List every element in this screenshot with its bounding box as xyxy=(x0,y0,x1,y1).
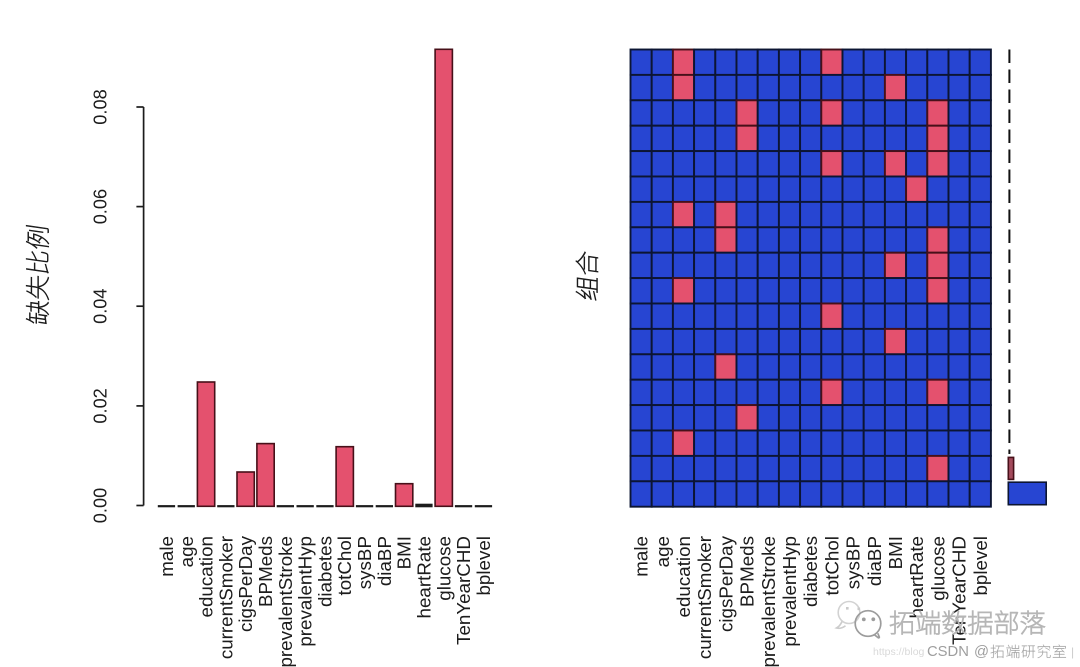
svg-text:totChol: totChol xyxy=(334,536,355,596)
svg-text:prevalentHyp: prevalentHyp xyxy=(295,536,316,647)
svg-text:BPMeds: BPMeds xyxy=(737,536,758,607)
svg-text:currentSmoker: currentSmoker xyxy=(215,536,236,659)
svg-text:0.00: 0.00 xyxy=(90,488,110,523)
svg-text:totChol: totChol xyxy=(821,536,842,596)
svg-text:0.04: 0.04 xyxy=(90,288,110,323)
svg-text:cigsPerDay: cigsPerDay xyxy=(235,535,256,632)
svg-text:currentSmoker: currentSmoker xyxy=(694,536,715,659)
svg-text:0.06: 0.06 xyxy=(90,189,110,224)
svg-text:bplevel: bplevel xyxy=(473,536,494,596)
svg-text:prevalentStroke: prevalentStroke xyxy=(275,536,296,667)
svg-text:diaBP: diaBP xyxy=(374,536,395,586)
svg-text:|: | xyxy=(1071,645,1074,659)
svg-text:https://blog: https://blog xyxy=(873,646,925,658)
svg-text:education: education xyxy=(673,536,694,617)
svg-text:heartRate: heartRate xyxy=(414,536,435,618)
svg-text:TenYearCHD: TenYearCHD xyxy=(949,536,970,645)
svg-text:TenYearCHD: TenYearCHD xyxy=(453,536,474,645)
svg-text:sysBP: sysBP xyxy=(843,536,864,589)
svg-text:age: age xyxy=(176,536,197,567)
svg-text:cigsPerDay: cigsPerDay xyxy=(715,535,736,632)
svg-text:education: education xyxy=(196,536,217,617)
svg-text:BMI: BMI xyxy=(394,536,415,569)
svg-text:bplevel: bplevel xyxy=(970,536,991,596)
svg-text:male: male xyxy=(631,536,652,577)
svg-text:heartRate: heartRate xyxy=(906,536,927,618)
svg-text:prevalentHyp: prevalentHyp xyxy=(779,536,800,647)
svg-text:diabetes: diabetes xyxy=(314,536,335,607)
svg-text:CSDN: CSDN xyxy=(927,644,969,660)
svg-text:BMI: BMI xyxy=(885,536,906,569)
svg-text:sysBP: sysBP xyxy=(354,536,375,589)
svg-text:BPMeds: BPMeds xyxy=(255,536,276,607)
svg-text:diabetes: diabetes xyxy=(800,536,821,607)
svg-text:0.08: 0.08 xyxy=(90,89,110,124)
svg-text:prevalentStroke: prevalentStroke xyxy=(758,536,779,667)
svg-text:diaBP: diaBP xyxy=(864,536,885,586)
svg-text:age: age xyxy=(652,536,673,567)
svg-text:glucose: glucose xyxy=(927,536,948,601)
svg-text:0.02: 0.02 xyxy=(90,388,110,423)
svg-text:@: @ xyxy=(974,644,989,660)
svg-text:male: male xyxy=(156,536,177,577)
svg-text:glucose: glucose xyxy=(433,536,454,601)
